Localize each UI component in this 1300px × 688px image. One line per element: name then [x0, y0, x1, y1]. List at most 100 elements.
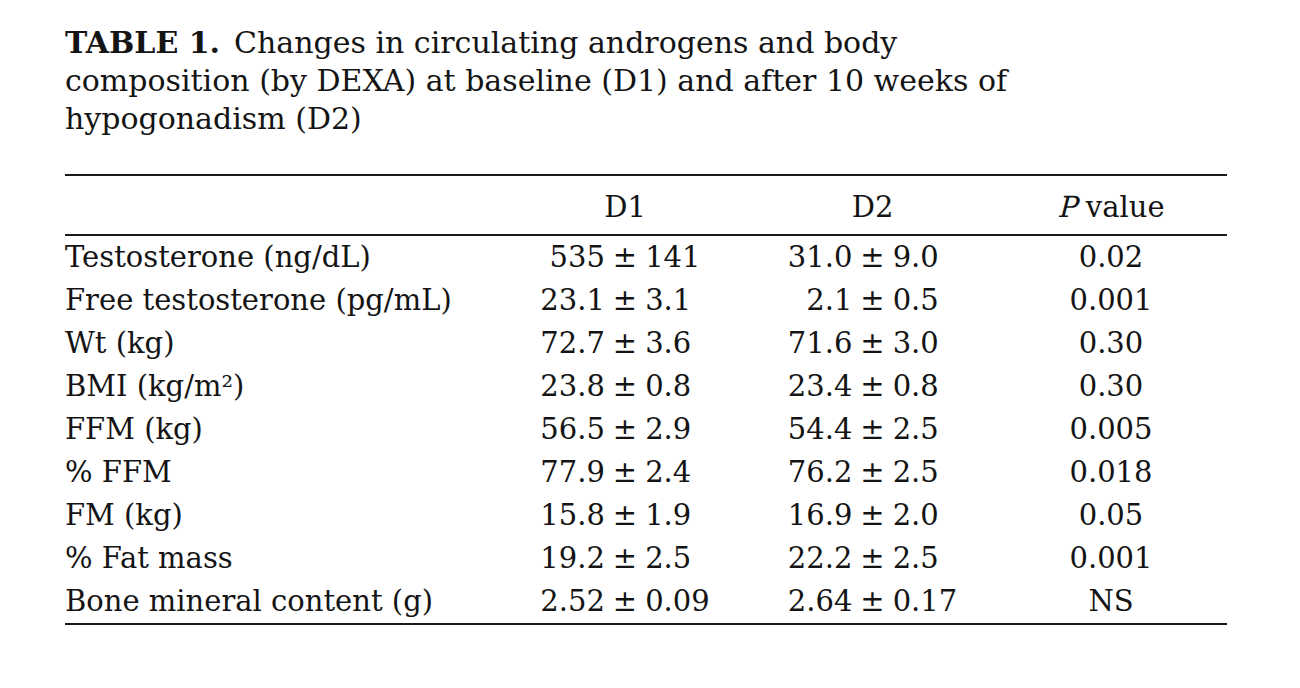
- p-value-cell: 0.018: [995, 451, 1227, 494]
- d1-mean: 19.2: [535, 543, 605, 573]
- d1-sd: 0.09: [645, 586, 715, 616]
- p-value-word: value: [1086, 190, 1165, 224]
- plus-minus-sign: ±: [605, 242, 645, 272]
- d2-cell: 31.0±9.0: [750, 235, 995, 279]
- caption-line-1: TABLE 1. Changes in circulating androgens…: [65, 24, 1300, 62]
- d1-sd: 1.9: [645, 500, 715, 530]
- d2-sd: 9.0: [893, 242, 963, 272]
- header-row: D1 D2 Pvalue: [65, 175, 1227, 235]
- d1-mean: 23.8: [535, 371, 605, 401]
- row-label: % Fat mass: [65, 537, 500, 580]
- d1-sd: 0.8: [645, 371, 715, 401]
- caption-line-2: composition (by DEXA) at baseline (D1) a…: [65, 62, 1300, 100]
- d2-mean: 76.2: [782, 457, 852, 487]
- d1-mean: 15.8: [535, 500, 605, 530]
- plus-minus-sign: ±: [605, 586, 645, 616]
- p-symbol: P: [1057, 190, 1077, 224]
- d1-mean: 2.52: [535, 586, 605, 616]
- d2-sd: 2.5: [893, 457, 963, 487]
- plus-minus-sign: ±: [605, 285, 645, 315]
- d1-sd: 3.6: [645, 328, 715, 358]
- p-value-cell: 0.02: [995, 235, 1227, 279]
- plus-minus-sign: ±: [852, 242, 892, 272]
- table-row: Testosterone (ng/dL) 535±141 31.0±9.0 0.…: [65, 235, 1227, 279]
- d1-mean: 77.9: [535, 457, 605, 487]
- p-value-cell: 0.05: [995, 494, 1227, 537]
- d1-mean: 23.1: [535, 285, 605, 315]
- row-label: FFM (kg): [65, 408, 500, 451]
- header-d2: D2: [750, 175, 995, 235]
- d2-mean: 71.6: [782, 328, 852, 358]
- d2-sd: 3.0: [893, 328, 963, 358]
- table-row: % FFM 77.9±2.4 76.2±2.5 0.018: [65, 451, 1227, 494]
- data-table: D1 D2 Pvalue Testosterone (ng/dL) 535±14…: [65, 174, 1227, 625]
- d1-cell: 56.5±2.9: [500, 408, 750, 451]
- table-row: % Fat mass 19.2±2.5 22.2±2.5 0.001: [65, 537, 1227, 580]
- paper-page: TABLE 1. Changes in circulating androgens…: [0, 0, 1300, 625]
- p-value-cell: 0.001: [995, 537, 1227, 580]
- d2-mean: 54.4: [782, 414, 852, 444]
- row-label: Testosterone (ng/dL): [65, 235, 500, 279]
- p-value-cell: 0.30: [995, 365, 1227, 408]
- d2-cell: 54.4±2.5: [750, 408, 995, 451]
- d2-cell: 71.6±3.0: [750, 322, 995, 365]
- table-caption: TABLE 1. Changes in circulating androgens…: [65, 24, 1300, 138]
- d1-cell: 23.1±3.1: [500, 279, 750, 322]
- table-row: Wt (kg) 72.7±3.6 71.6±3.0 0.30: [65, 322, 1227, 365]
- d1-cell: 535±141: [500, 235, 750, 279]
- row-label: BMI (kg/m²): [65, 365, 500, 408]
- header-empty-cell: [65, 175, 500, 235]
- d1-cell: 77.9±2.4: [500, 451, 750, 494]
- plus-minus-sign: ±: [852, 586, 892, 616]
- table-row: Bone mineral content (g) 2.52±0.09 2.64±…: [65, 580, 1227, 624]
- row-label: % FFM: [65, 451, 500, 494]
- plus-minus-sign: ±: [605, 457, 645, 487]
- table-row: BMI (kg/m²) 23.8±0.8 23.4±0.8 0.30: [65, 365, 1227, 408]
- p-value-cell: NS: [995, 580, 1227, 624]
- table-row: Free testosterone (pg/mL) 23.1±3.1 2.1±0…: [65, 279, 1227, 322]
- d2-cell: 22.2±2.5: [750, 537, 995, 580]
- d2-mean: 2.1: [782, 285, 852, 315]
- d2-cell: 2.64±0.17: [750, 580, 995, 624]
- d1-mean: 535: [535, 242, 605, 272]
- plus-minus-sign: ±: [852, 328, 892, 358]
- row-label: Bone mineral content (g): [65, 580, 500, 624]
- caption-line-3: hypogonadism (D2): [65, 100, 1300, 138]
- caption-text-line-1: Changes in circulating androgens and bod…: [234, 25, 897, 60]
- d1-cell: 23.8±0.8: [500, 365, 750, 408]
- p-value-cell: 0.001: [995, 279, 1227, 322]
- plus-minus-sign: ±: [852, 371, 892, 401]
- d2-sd: 2.0: [893, 500, 963, 530]
- plus-minus-sign: ±: [852, 543, 892, 573]
- plus-minus-sign: ±: [852, 500, 892, 530]
- d2-sd: 2.5: [893, 543, 963, 573]
- plus-minus-sign: ±: [852, 285, 892, 315]
- d2-cell: 23.4±0.8: [750, 365, 995, 408]
- plus-minus-sign: ±: [852, 414, 892, 444]
- d1-sd: 2.5: [645, 543, 715, 573]
- plus-minus-sign: ±: [605, 371, 645, 401]
- plus-minus-sign: ±: [605, 500, 645, 530]
- d2-cell: 76.2±2.5: [750, 451, 995, 494]
- plus-minus-sign: ±: [605, 328, 645, 358]
- table-row: FM (kg) 15.8±1.9 16.9±2.0 0.05: [65, 494, 1227, 537]
- d2-mean: 22.2: [782, 543, 852, 573]
- d2-cell: 2.1±0.5: [750, 279, 995, 322]
- d2-sd: 2.5: [893, 414, 963, 444]
- d2-sd: 0.5: [893, 285, 963, 315]
- header-d1: D1: [500, 175, 750, 235]
- d2-sd: 0.8: [893, 371, 963, 401]
- d1-cell: 72.7±3.6: [500, 322, 750, 365]
- d2-mean: 16.9: [782, 500, 852, 530]
- d2-cell: 16.9±2.0: [750, 494, 995, 537]
- plus-minus-sign: ±: [605, 414, 645, 444]
- table-number-label: TABLE 1.: [65, 25, 220, 60]
- plus-minus-sign: ±: [605, 543, 645, 573]
- d1-mean: 56.5: [535, 414, 605, 444]
- plus-minus-sign: ±: [852, 457, 892, 487]
- d1-cell: 2.52±0.09: [500, 580, 750, 624]
- header-p-value: Pvalue: [995, 175, 1227, 235]
- d2-mean: 23.4: [782, 371, 852, 401]
- p-value-cell: 0.30: [995, 322, 1227, 365]
- d1-cell: 19.2±2.5: [500, 537, 750, 580]
